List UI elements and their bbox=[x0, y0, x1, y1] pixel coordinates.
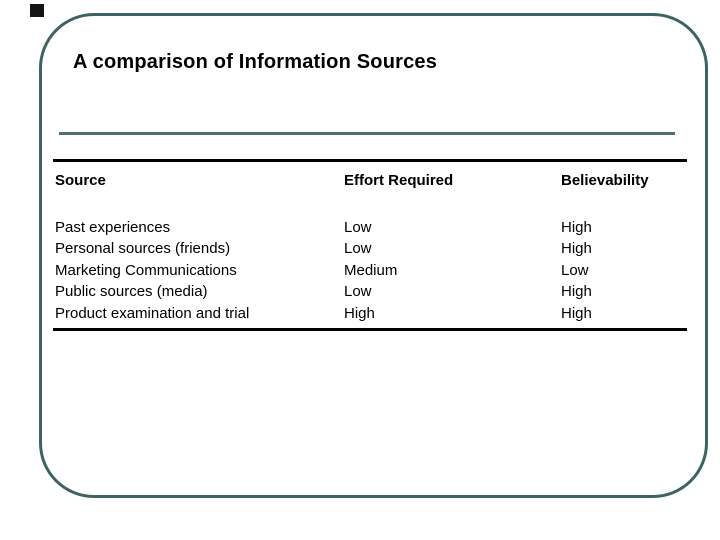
table-row: Past experiences Low High bbox=[55, 219, 700, 236]
corner-square-decoration bbox=[30, 4, 44, 17]
table-bottom-rule bbox=[53, 328, 687, 331]
cell-effort: Low bbox=[344, 240, 372, 257]
table-row: Personal sources (friends) Low High bbox=[55, 240, 700, 257]
table-top-rule bbox=[53, 159, 687, 162]
column-header-source: Source bbox=[55, 172, 106, 189]
table-row: Marketing Communications Medium Low bbox=[55, 262, 700, 279]
cell-believability: High bbox=[561, 240, 592, 257]
cell-source: Personal sources (friends) bbox=[55, 240, 231, 257]
cell-source: Public sources (media) bbox=[55, 283, 208, 300]
title-accent-line bbox=[59, 132, 675, 135]
slide-title: A comparison of Information Sources bbox=[73, 51, 438, 73]
cell-believability: Low bbox=[561, 262, 589, 279]
column-header-effort-required: Effort Required bbox=[344, 172, 454, 189]
cell-source: Past experiences bbox=[55, 219, 171, 236]
cell-effort: High bbox=[344, 305, 375, 322]
cell-believability: High bbox=[561, 283, 592, 300]
table-header-row: Source Effort Required Believability bbox=[55, 172, 700, 189]
cell-believability: High bbox=[561, 305, 592, 322]
cell-effort: Low bbox=[344, 283, 372, 300]
table-row: Public sources (media) Low High bbox=[55, 283, 700, 300]
column-header-believability: Believability bbox=[561, 172, 649, 189]
cell-effort: Medium bbox=[344, 262, 398, 279]
cell-source: Marketing Communications bbox=[55, 262, 237, 279]
cell-effort: Low bbox=[344, 219, 372, 236]
cell-source: Product examination and trial bbox=[55, 305, 250, 322]
table-row: Product examination and trial High High bbox=[55, 305, 700, 322]
cell-believability: High bbox=[561, 219, 592, 236]
slide-rounded-border bbox=[39, 13, 708, 498]
